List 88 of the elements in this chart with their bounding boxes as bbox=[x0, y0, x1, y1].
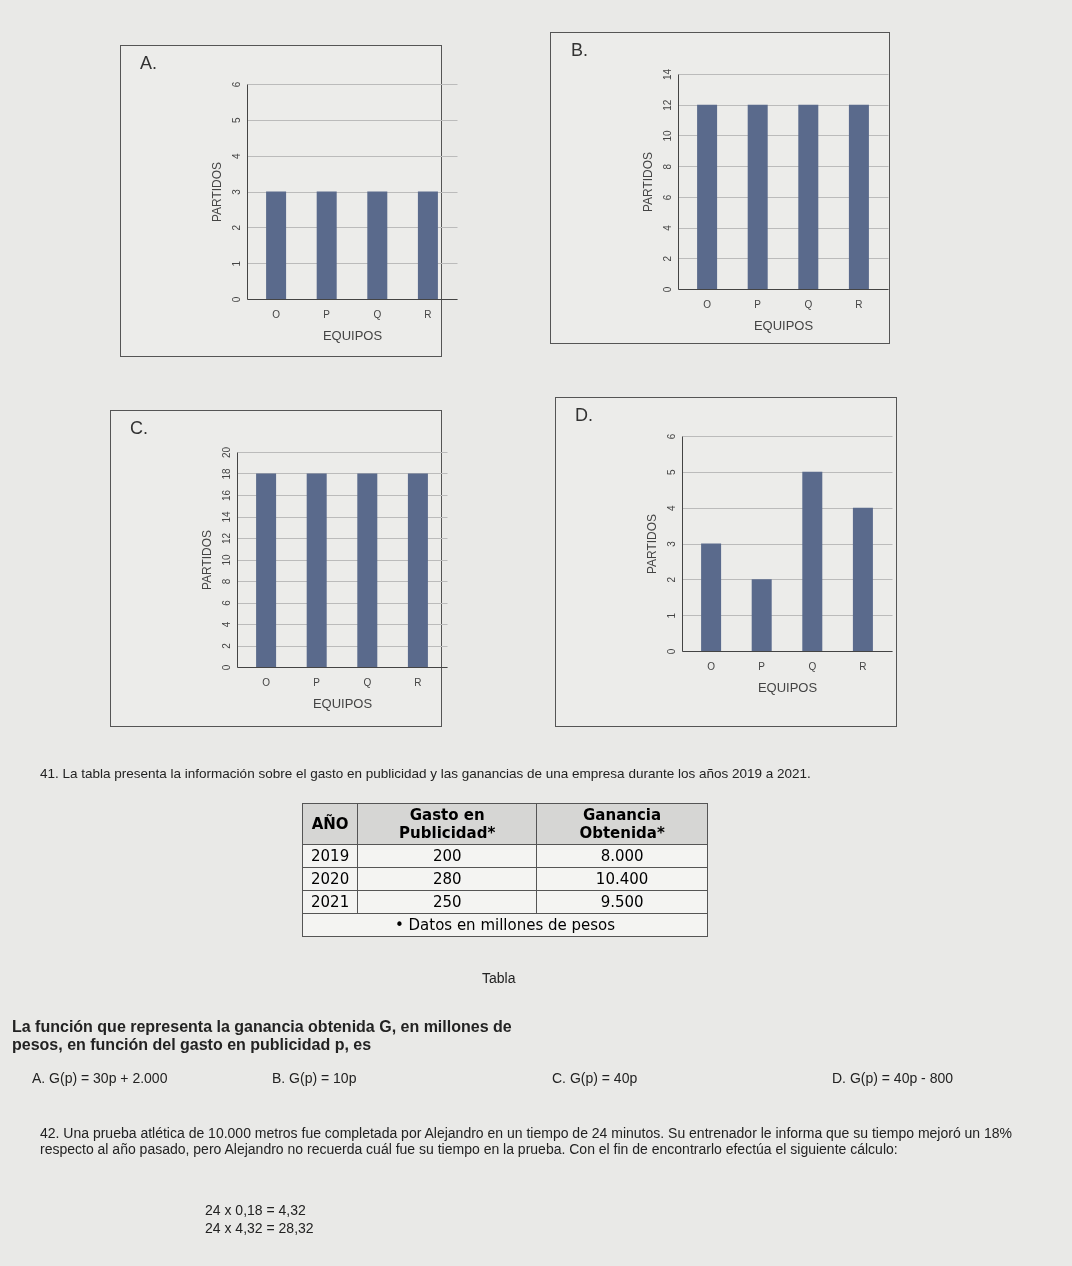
y-tick-label: 10 bbox=[220, 554, 232, 566]
y-tick-label: 6 bbox=[665, 433, 677, 440]
y-tick-label: 2 bbox=[661, 255, 673, 262]
x-tick-label: R bbox=[859, 660, 867, 672]
y-tick-label: 0 bbox=[665, 648, 677, 655]
text: B. G(p) = 10p bbox=[272, 1070, 357, 1086]
text: Gasto en Publicidad* bbox=[357, 803, 537, 845]
y-tick-label: 6 bbox=[230, 81, 242, 88]
chart-title: A. bbox=[140, 53, 158, 74]
x-tick-label: P bbox=[323, 308, 331, 320]
y-tick-label: 3 bbox=[665, 540, 677, 547]
y-tick-label: 2 bbox=[665, 576, 677, 583]
x-tick-label: O bbox=[703, 298, 712, 310]
x-tick-label: R bbox=[855, 298, 863, 310]
bar bbox=[701, 543, 722, 651]
y-tick-label: 2 bbox=[220, 642, 232, 649]
y-axis-title: PARTIDOS bbox=[199, 529, 214, 591]
y-axis-title: PARTIDOS bbox=[644, 513, 659, 575]
y-tick-label: 6 bbox=[661, 194, 673, 201]
x-tick-label: Q bbox=[363, 676, 372, 688]
bar bbox=[802, 471, 823, 651]
x-axis-title: EQUIPOS bbox=[312, 695, 373, 711]
y-tick-label: 12 bbox=[661, 99, 673, 111]
y-tick-label: 8 bbox=[661, 163, 673, 170]
y-tick-label: 0 bbox=[230, 296, 242, 303]
x-tick-label: P bbox=[313, 676, 321, 688]
y-tick-label: 4 bbox=[230, 152, 242, 159]
y-tick-label: 5 bbox=[665, 469, 677, 476]
text: Tabla bbox=[482, 970, 516, 986]
y-tick-label: 6 bbox=[220, 599, 232, 606]
text: 24 x 4,32 = 28,32 bbox=[205, 1220, 314, 1236]
text: AÑO bbox=[302, 803, 358, 845]
y-tick-label: 12 bbox=[220, 532, 232, 545]
x-tick-label: O bbox=[707, 660, 716, 672]
chart-title: C. bbox=[130, 418, 148, 439]
text: La función que representa la ganancia obtenida G, en millones de pesos, en función del gasto en publicidad p, es bbox=[12, 1018, 513, 1054]
text: D. G(p) = 40p - 800 bbox=[832, 1070, 954, 1086]
text: 8.000 bbox=[536, 844, 708, 868]
y-tick-label: 14 bbox=[661, 68, 673, 81]
x-tick-label: Q bbox=[373, 308, 382, 320]
text: 42. Una prueba atlética de 10.000 metros fue completada por Alejandro en un tiempo de 24 minutos. Su entrenador le informa que su tiempo mejoró un 18% respecto al año pasado, pero Alejandro no recuerda cuál fue su tiempo en la prueba. Con el fin de encontrarlo efectúa el siguiente cálculo: bbox=[40, 1125, 1014, 1157]
y-tick-label: 20 bbox=[220, 446, 232, 459]
text: 200 bbox=[357, 844, 537, 868]
text: 250 bbox=[357, 890, 537, 914]
text: 9.500 bbox=[536, 890, 708, 914]
y-tick-label: 0 bbox=[220, 664, 232, 671]
y-tick-label: 5 bbox=[230, 117, 242, 124]
y-tick-label: 14 bbox=[220, 511, 232, 523]
x-axis-title: EQUIPOS bbox=[753, 317, 814, 333]
chart-title: D. bbox=[575, 405, 593, 426]
text: 10.400 bbox=[536, 867, 708, 891]
y-tick-label: 1 bbox=[665, 612, 677, 619]
y-tick-label: 3 bbox=[230, 188, 242, 195]
x-axis-title: EQUIPOS bbox=[322, 327, 383, 343]
x-tick-label: R bbox=[414, 676, 422, 688]
x-tick-label: R bbox=[424, 308, 432, 320]
y-tick-label: 1 bbox=[230, 260, 242, 267]
x-axis-title: EQUIPOS bbox=[757, 679, 818, 695]
y-axis-title: PARTIDOS bbox=[640, 151, 655, 213]
y-tick-label: 10 bbox=[661, 129, 673, 142]
text: 41. La tabla presenta la información sobre el gasto en publicidad y las ganancias de una empresa durante los años 2019 a 2021. bbox=[40, 766, 811, 781]
text: 2020 bbox=[302, 867, 358, 891]
text: 2021 bbox=[302, 890, 358, 914]
y-tick-label: 4 bbox=[661, 224, 673, 231]
bar bbox=[852, 507, 873, 651]
y-tick-label: 8 bbox=[220, 578, 232, 585]
y-tick-label: 4 bbox=[220, 621, 232, 628]
bar bbox=[751, 579, 772, 651]
x-tick-label: Q bbox=[808, 660, 817, 672]
y-tick-label: 18 bbox=[220, 468, 232, 480]
text: 280 bbox=[357, 867, 537, 891]
text: 2019 bbox=[302, 844, 358, 868]
text: 24 x 0,18 = 4,32 bbox=[205, 1202, 306, 1218]
x-tick-label: O bbox=[262, 676, 271, 688]
text: C. G(p) = 40p bbox=[552, 1070, 638, 1086]
y-tick-label: 0 bbox=[661, 286, 673, 293]
y-axis-title: PARTIDOS bbox=[209, 161, 224, 223]
text: • Datos en millones de pesos bbox=[302, 913, 708, 937]
x-tick-label: P bbox=[754, 298, 762, 310]
text: A. G(p) = 30p + 2.000 bbox=[32, 1070, 168, 1086]
text: Ganancia Obtenida* bbox=[536, 803, 708, 845]
x-tick-label: O bbox=[272, 308, 281, 320]
x-tick-label: P bbox=[758, 660, 766, 672]
y-tick-label: 4 bbox=[665, 504, 677, 511]
chart-title: B. bbox=[571, 40, 589, 61]
x-tick-label: Q bbox=[804, 298, 813, 310]
y-tick-label: 16 bbox=[220, 489, 232, 502]
y-tick-label: 2 bbox=[230, 224, 242, 231]
